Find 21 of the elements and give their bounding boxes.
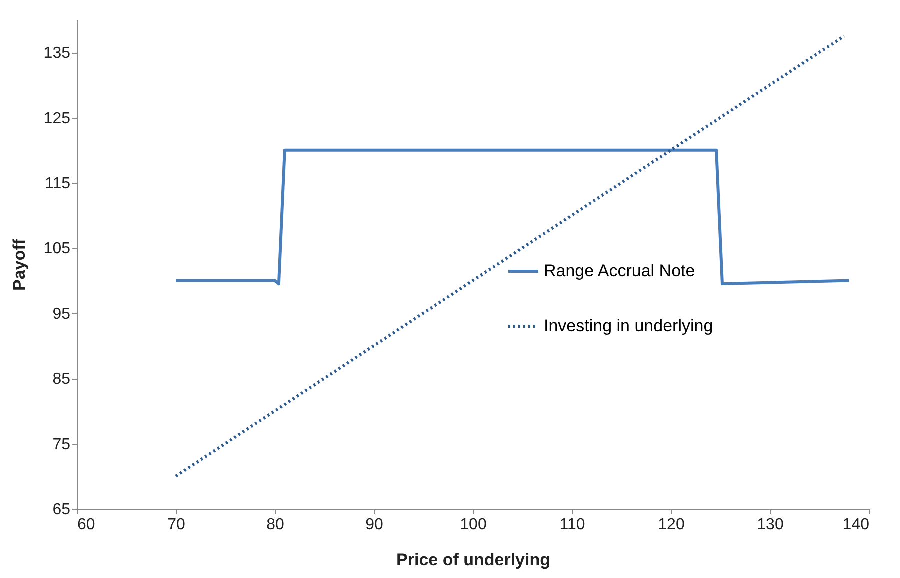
y-tick-label: 85 [52, 371, 71, 388]
x-tick-label: 90 [366, 516, 384, 534]
x-tick-label: 80 [266, 516, 284, 534]
y-tick-label: 135 [44, 45, 71, 62]
x-tick-label: 60 [78, 516, 96, 534]
y-tick-label: 105 [44, 240, 71, 258]
x-tick-label: 70 [168, 516, 186, 534]
x-axis-title: Price of underlying [396, 550, 550, 570]
legend-label: Range Accrual Note [544, 262, 696, 280]
x-tick-label: 140 [842, 516, 870, 534]
x-tick-label: 110 [560, 516, 586, 534]
y-tick-label: 65 [52, 502, 71, 518]
x-tick-label: 130 [757, 516, 784, 534]
x-tick-label: 100 [460, 516, 487, 534]
y-tick-label: 95 [52, 306, 71, 323]
y-tick-label: 115 [44, 176, 71, 192]
y-tick-label: 75 [52, 436, 71, 454]
legend-label: Investing in underlying [544, 316, 714, 336]
y-axis-title: Payoff [10, 238, 29, 291]
y-tick-label: 125 [44, 110, 71, 128]
x-tick-label: 120 [658, 516, 685, 534]
